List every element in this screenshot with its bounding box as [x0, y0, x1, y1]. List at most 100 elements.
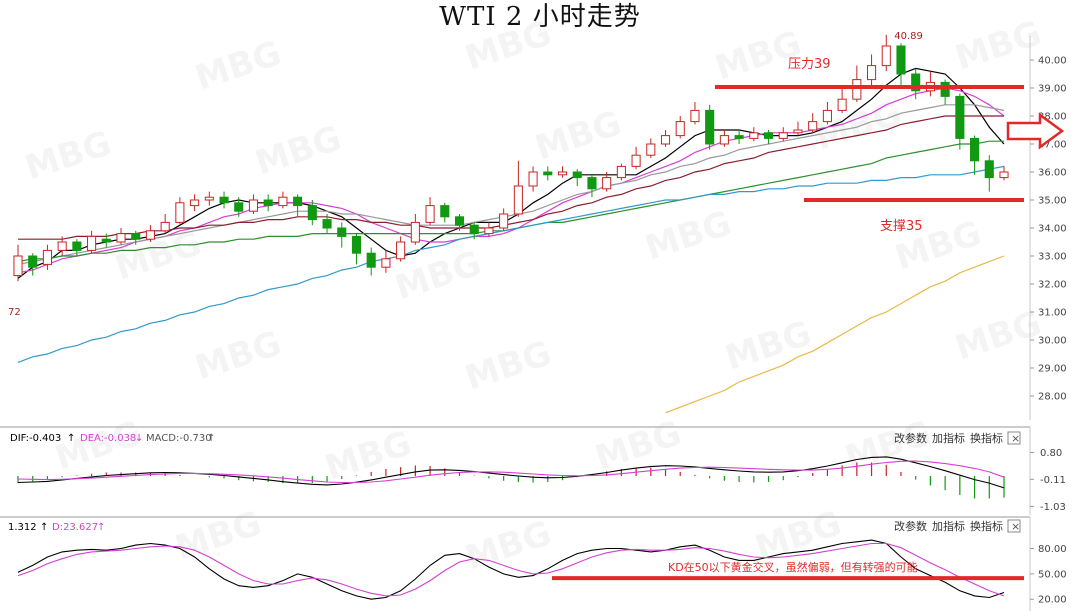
kd-close-box[interactable] — [1007, 519, 1021, 533]
candle-body — [734, 135, 744, 139]
candle — [87, 230, 97, 254]
candle-body — [940, 81, 950, 97]
candle — [248, 194, 259, 214]
kd-annotation-text: KD在50以下黄金交叉，虽然偏弱，但有转强的可能 — [668, 560, 918, 574]
candle — [396, 236, 406, 262]
macd-close-box[interactable] — [1007, 431, 1021, 445]
candle — [763, 130, 774, 144]
candle-body — [337, 227, 347, 237]
watermark-text: MBG — [750, 503, 846, 568]
candle — [234, 197, 244, 217]
dea-arrow: ↓ — [135, 433, 143, 444]
candle-body — [175, 202, 185, 223]
macd-dea-line — [17, 460, 1005, 484]
d-label: D:23.627 — [52, 522, 98, 533]
candle — [175, 197, 185, 226]
candle — [675, 116, 685, 139]
candle-body — [351, 235, 362, 254]
candle-body — [219, 196, 229, 204]
candle-body — [602, 177, 612, 190]
candle-body — [881, 45, 891, 67]
main-y-tick-label: 40.00 — [1038, 56, 1067, 67]
candle — [719, 130, 729, 147]
candle-body — [984, 160, 994, 179]
candle-body — [116, 233, 126, 243]
candle-body — [646, 143, 656, 156]
candle-body — [307, 205, 317, 221]
candle-body — [13, 255, 23, 277]
candle — [72, 239, 82, 256]
macd-add-indicator-button[interactable]: 加指标 — [932, 431, 965, 445]
kd-close-icon[interactable]: × — [1011, 520, 1020, 533]
d-arrow: ↑ — [97, 522, 105, 533]
watermark-text: MBG — [460, 513, 556, 578]
kd-y-ticks: 80.00 50.00 20.00 — [1030, 544, 1067, 606]
candle-body — [911, 73, 921, 92]
candle — [160, 214, 170, 234]
candle-body — [543, 171, 553, 176]
candle-body — [278, 196, 288, 207]
candle-body — [690, 109, 700, 123]
peak-price-label: 40.89 — [894, 31, 923, 42]
candle — [57, 236, 67, 256]
candle-body — [572, 171, 582, 179]
candle-body — [410, 221, 420, 243]
candle — [867, 54, 877, 86]
candle — [602, 172, 612, 192]
candle-body — [616, 165, 626, 179]
candle-body — [204, 196, 214, 201]
kd-add-indicator-button[interactable]: 加指标 — [932, 519, 965, 533]
candle-body — [484, 227, 494, 235]
macd-y-tick-label: -0.11 — [1040, 475, 1066, 486]
candle-body — [955, 95, 965, 139]
ma30-line — [18, 115, 1004, 240]
moving-average-lines — [17, 67, 1005, 414]
candle-body — [822, 109, 832, 123]
candle — [42, 244, 52, 270]
candle-body — [837, 98, 847, 111]
candle — [587, 174, 597, 198]
candle-body — [28, 255, 38, 268]
candle — [852, 65, 862, 102]
ma10-line — [17, 87, 1005, 274]
kd-y-tick-label: 80.00 — [1038, 544, 1067, 555]
candle-body — [778, 132, 788, 139]
macd-edit-params-button[interactable]: 改参数 — [894, 431, 927, 445]
candle — [263, 194, 273, 212]
macd-y-tick-label: -1.03 — [1040, 502, 1066, 513]
main-y-tick-label: 39.00 — [1038, 84, 1067, 95]
left-edge-marker: 72 — [8, 307, 21, 318]
candle-body — [440, 205, 450, 218]
candle-body — [631, 154, 641, 167]
kd-d-line — [17, 542, 1005, 597]
candle — [454, 214, 465, 231]
main-y-tick-label: 32.00 — [1038, 280, 1067, 291]
candle — [572, 169, 582, 186]
kd-edit-params-button[interactable]: 改参数 — [894, 519, 927, 533]
candle-body — [57, 241, 67, 251]
candle-body — [896, 45, 906, 75]
candle — [970, 135, 980, 175]
candle — [484, 222, 494, 237]
kd-switch-indicator-button[interactable]: 换指标 — [970, 519, 1003, 533]
kd-lines — [17, 539, 1005, 600]
macd-close-icon[interactable]: × — [1011, 432, 1020, 445]
candle-body — [970, 137, 980, 162]
macd-switch-indicator-button[interactable]: 换指标 — [970, 431, 1003, 445]
candle-body — [131, 233, 141, 240]
candle-body — [867, 65, 877, 81]
dea-label: DEA:-0.038 — [80, 433, 136, 444]
candle — [131, 230, 141, 245]
candle-body — [396, 241, 406, 260]
candle-body — [999, 171, 1009, 179]
candle — [984, 155, 994, 192]
main-y-tick-label: 28.00 — [1038, 392, 1067, 403]
candle — [543, 166, 553, 181]
candle-body — [528, 171, 538, 187]
kd-k-line — [17, 539, 1005, 600]
candle-body — [160, 221, 170, 232]
candle — [293, 194, 303, 217]
candle-body — [366, 252, 376, 268]
watermark-text: MBG — [170, 503, 266, 568]
